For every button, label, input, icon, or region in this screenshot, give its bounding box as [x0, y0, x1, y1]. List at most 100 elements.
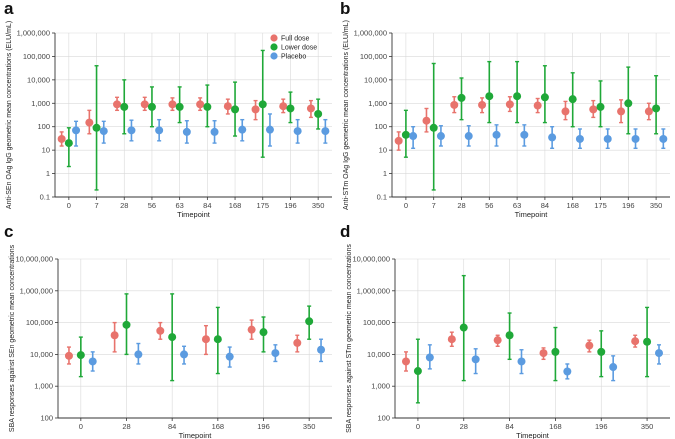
data-point-full: [201, 335, 210, 344]
x-axis-label: Timepoint: [516, 431, 550, 439]
series-full: [64, 319, 302, 365]
y-tick-label: 10,000: [30, 350, 53, 359]
data-point-placebo: [436, 132, 445, 141]
legend-label-lower: Lower dose: [281, 45, 317, 52]
data-point-lower: [643, 337, 652, 346]
data-point-full: [422, 116, 431, 125]
panel-b: b 0.1 1 10 100 1,000 10,000 100,000 1,000,000 0 7 2…: [340, 0, 670, 219]
data-point-full: [57, 134, 66, 143]
data-point-placebo: [182, 127, 191, 136]
data-point-full: [394, 136, 403, 145]
data-point-placebo: [425, 353, 434, 362]
data-point-placebo: [271, 349, 280, 358]
x-tick-label: 168: [212, 422, 225, 431]
series-placebo: [88, 338, 326, 372]
data-point-lower: [314, 109, 323, 118]
x-tick-label: 0: [416, 422, 420, 431]
data-point-full: [493, 336, 502, 345]
data-point-placebo: [210, 127, 219, 136]
x-tick-label: 56: [485, 201, 493, 210]
data-point-placebo: [238, 125, 247, 134]
x-tick-label: 350: [312, 201, 325, 210]
data-point-full: [561, 107, 570, 116]
y-tick-label: 1,000,000: [17, 29, 50, 38]
series-lower: [64, 49, 323, 191]
data-point-lower: [213, 335, 222, 344]
data-point-placebo: [464, 132, 473, 141]
y-axis-label: Anti-SEn OAg IgG geometric mean concentr…: [6, 21, 13, 209]
data-point-lower: [652, 104, 661, 113]
y-tick-label: 100: [37, 122, 50, 131]
series-full: [402, 331, 640, 372]
x-tick-label: 168: [229, 201, 242, 210]
data-point-placebo: [72, 126, 81, 135]
x-tick-label: 84: [505, 422, 513, 431]
data-point-lower: [551, 347, 560, 356]
series-placebo: [425, 344, 663, 382]
series-placebo: [409, 124, 668, 149]
x-tick-label: 350: [303, 422, 316, 431]
panel-d: d 100 1,000 10,000 100,000 1,000,000 10,000,00…: [340, 222, 670, 439]
x-tick-label: 168: [566, 201, 579, 210]
data-point-lower: [413, 367, 422, 376]
legend-marker-full: [270, 34, 278, 42]
y-tick-label: 10,000,000: [352, 255, 390, 264]
x-tick-label: 0: [67, 201, 71, 210]
data-point-placebo: [225, 352, 234, 361]
data-point-lower: [540, 93, 549, 102]
y-axis-label: SBA responses against STm geometric mean…: [346, 244, 353, 433]
data-point-full: [279, 102, 288, 111]
data-point-lower: [231, 105, 240, 114]
x-tick-label: 175: [594, 201, 607, 210]
data-point-placebo: [603, 134, 612, 143]
x-tick-label: 175: [256, 201, 269, 210]
data-point-lower: [147, 102, 156, 111]
x-tick-label: 196: [284, 201, 297, 210]
data-point-placebo: [88, 357, 97, 366]
x-tick-label: 28: [460, 422, 468, 431]
data-point-lower: [122, 320, 131, 329]
x-tick-label: 84: [541, 201, 549, 210]
data-point-placebo: [180, 350, 189, 359]
y-tick-label: 10,000: [364, 75, 387, 84]
data-point-lower: [305, 317, 314, 326]
y-tick-label: 100,000: [26, 318, 53, 327]
data-point-lower: [203, 102, 212, 111]
y-tick-label: 10,000: [27, 75, 50, 84]
data-point-lower: [505, 331, 514, 340]
y-tick-label: 10,000,000: [15, 255, 53, 264]
data-point-placebo: [134, 350, 143, 359]
x-tick-label: 28: [457, 201, 465, 210]
y-tick-label: 0.1: [377, 193, 387, 202]
y-tick-label: 1,000: [31, 99, 50, 108]
data-point-lower: [286, 104, 295, 113]
y-tick-label: 100: [40, 414, 53, 423]
data-point-full: [156, 326, 165, 335]
panel-letter: c: [4, 222, 13, 241]
data-point-full: [168, 100, 177, 109]
data-point-lower: [258, 100, 267, 109]
y-axis-label: SBA responses against SEn geometric mean…: [9, 244, 16, 432]
data-point-full: [539, 349, 548, 358]
data-point-lower: [64, 139, 73, 148]
data-point-lower: [429, 123, 438, 132]
y-tick-label: 1,000: [371, 382, 390, 391]
data-point-full: [85, 118, 94, 127]
series-lower: [76, 293, 314, 382]
data-point-full: [64, 351, 73, 360]
data-point-placebo: [317, 345, 326, 354]
data-point-placebo: [155, 126, 164, 135]
data-point-full: [617, 107, 626, 116]
x-tick-label: 63: [175, 201, 183, 210]
y-tick-label: 100,000: [23, 52, 50, 61]
y-tick-label: 100: [377, 414, 390, 423]
data-point-lower: [568, 95, 577, 104]
data-point-full: [293, 338, 302, 347]
data-point-lower: [624, 99, 633, 108]
data-point-full: [447, 335, 456, 344]
x-tick-label: 0: [79, 422, 83, 431]
data-point-full: [533, 101, 542, 110]
data-point-lower: [259, 328, 268, 337]
series-lower: [401, 60, 661, 191]
